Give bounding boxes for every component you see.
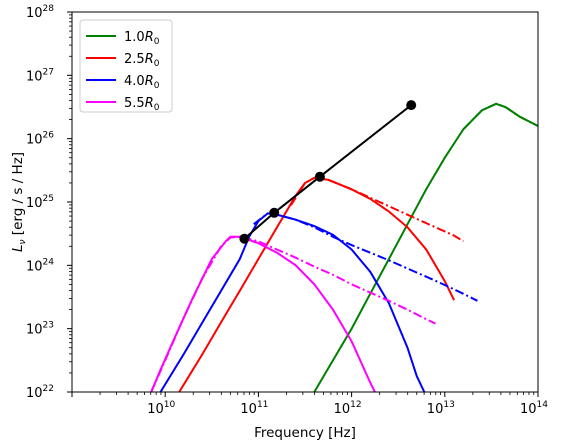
legend-label-0: 1.0R0 — [124, 30, 160, 47]
legend-label-3: 5.5R0 — [124, 96, 160, 113]
series-0-dashdot-line — [462, 102, 538, 130]
y-tick-label-27: 1027 — [26, 67, 54, 84]
legend-label-2: 4.0R0 — [124, 74, 160, 91]
y-axis-title-main: L — [10, 245, 26, 253]
x-tick-label-14: 1014 — [520, 400, 548, 417]
peak-line — [243, 104, 412, 240]
series-1-dashdot-line — [290, 176, 464, 243]
y-axis-title-unit: [erg / s / Hz] — [10, 152, 26, 240]
peak-marker-1 — [269, 207, 280, 218]
x-tick-label-10: 1010 — [147, 400, 175, 417]
series-2-dashdot-line — [253, 212, 478, 302]
y-tick-label-24: 1024 — [26, 257, 54, 274]
series-3-dashdot-line — [150, 235, 436, 392]
y-tick-label-26: 1026 — [26, 131, 54, 148]
peak-marker-0 — [239, 233, 250, 244]
peak-marker-2 — [314, 171, 325, 182]
y-tick-label-22: 1022 — [26, 384, 54, 401]
y-tick-label-28: 1028 — [26, 4, 54, 21]
x-tick-label-11: 1011 — [240, 400, 268, 417]
y-axis-title: Lν [erg / s / Hz] — [10, 152, 28, 252]
series-2-solid-line — [159, 212, 426, 392]
peak-marker-3 — [406, 100, 417, 111]
legend-box — [79, 19, 173, 113]
peak-layer — [239, 100, 417, 244]
x-axis-title: Frequency [Hz] — [254, 425, 356, 441]
ticks-layer: 1010 1011 1012 1013 1014 1022 1023 1024 1025 1026… — [26, 4, 548, 417]
y-axis-title-sub: ν — [18, 239, 28, 244]
x-tick-label-12: 1012 — [334, 400, 362, 417]
series-3-solid-line — [150, 235, 376, 392]
series-1-solid-line — [178, 176, 455, 392]
legend: 1.0R0 2.5R0 4.0R0 5.5R0 — [79, 19, 173, 113]
y-tick-label-25: 1025 — [26, 194, 54, 211]
series-0-solid-line — [313, 102, 538, 392]
legend-label-1: 2.5R0 — [124, 52, 160, 69]
y-tick-label-23: 1023 — [26, 321, 54, 338]
x-tick-label-13: 1013 — [427, 400, 455, 417]
